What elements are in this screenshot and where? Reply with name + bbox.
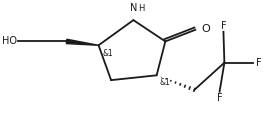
Text: &1: &1: [160, 78, 170, 87]
Polygon shape: [66, 39, 99, 45]
Text: O: O: [201, 24, 210, 34]
Text: N: N: [130, 3, 137, 13]
Text: &1: &1: [102, 49, 113, 58]
Text: F: F: [256, 58, 262, 68]
Text: HO: HO: [2, 36, 17, 46]
Text: H: H: [138, 4, 145, 13]
Text: F: F: [217, 93, 222, 103]
Text: F: F: [221, 21, 226, 31]
